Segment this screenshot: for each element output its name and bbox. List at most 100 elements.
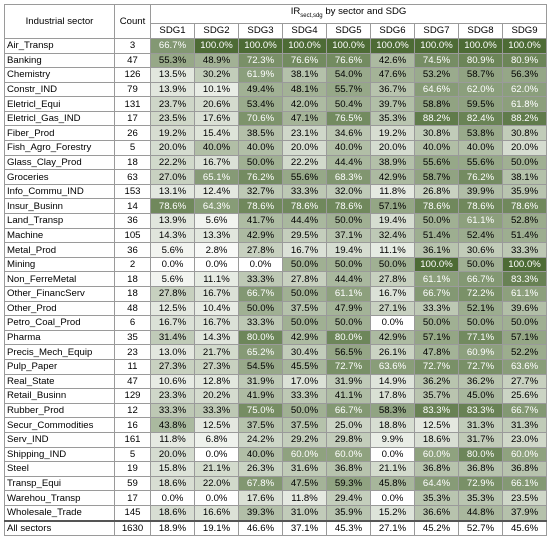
value-cell: 26.1%	[370, 344, 415, 360]
value-cell: 45.6%	[501, 519, 548, 536]
table-row: Eletricl_Equi 131 23.7% 20.6% 53.4% 42.0% 50.4…	[4, 96, 548, 112]
value-cell: 22.2%	[282, 154, 327, 171]
value-cell: 23.5%	[150, 110, 195, 127]
value-cell: 0.0%	[194, 490, 239, 506]
value-cell: 80.0%	[238, 329, 283, 346]
sector-cell: Other_FinancServ	[4, 286, 115, 302]
value-cell: 20.0%	[150, 140, 195, 156]
sector-cell: Real_State	[4, 373, 115, 390]
value-cell: 40.0%	[326, 140, 371, 156]
value-cell: 12.8%	[194, 373, 239, 390]
value-cell: 50.0%	[238, 154, 283, 171]
table-row: Other_FinancServ 18 27.8% 16.7% 66.7% 50.0% 61…	[4, 286, 548, 302]
value-cell: 18.8%	[370, 417, 415, 433]
value-cell: 32.0%	[326, 183, 371, 200]
value-cell: 30.8%	[414, 125, 459, 142]
value-cell: 10.4%	[194, 300, 239, 317]
value-cell: 60.0%	[414, 446, 459, 463]
table-row: Wholesale_Trade 145 18.6% 16.6% 39.3% 31.0% 35…	[4, 504, 548, 522]
value-cell: 22.2%	[150, 154, 195, 171]
value-cell: 50.0%	[282, 402, 327, 419]
value-cell: 52.7%	[458, 519, 503, 536]
value-cell: 13.9%	[150, 213, 195, 229]
sector-cell: Transp_Equi	[4, 475, 115, 492]
value-cell: 65.2%	[238, 344, 283, 360]
value-cell: 30.2%	[194, 67, 239, 83]
value-cell: 18.6%	[150, 504, 195, 522]
value-cell: 29.5%	[282, 227, 327, 244]
value-cell: 72.9%	[458, 475, 503, 492]
value-cell: 52.8%	[501, 213, 548, 229]
value-cell: 29.4%	[326, 490, 371, 506]
total-row: All sectors 1630 18.9% 19.1% 46.6% 37.1% 45.3%…	[4, 519, 548, 536]
sdg-column-header: SDG5	[326, 22, 371, 39]
value-cell: 68.3%	[326, 169, 371, 185]
value-cell: 21.7%	[194, 344, 239, 360]
value-cell: 39.7%	[370, 96, 415, 112]
value-cell: 27.8%	[238, 242, 283, 258]
value-cell: 78.6%	[414, 198, 459, 215]
value-cell: 27.3%	[194, 358, 239, 375]
count-cell: 2	[114, 256, 151, 273]
value-cell: 15.8%	[150, 461, 195, 477]
value-cell: 50.0%	[326, 256, 371, 273]
value-cell: 33.3%	[150, 402, 195, 419]
value-cell: 50.0%	[458, 256, 503, 273]
value-cell: 29.8%	[326, 431, 371, 448]
value-cell: 15.4%	[194, 125, 239, 142]
value-cell: 62.0%	[501, 81, 548, 98]
value-cell: 57.1%	[370, 198, 415, 215]
table-row: Banking 47 55.3% 48.9% 72.3% 76.6% 76.6% 42.6% 7…	[4, 52, 548, 69]
count-cell: 6	[114, 315, 151, 331]
sector-cell: Constr_IND	[4, 81, 115, 98]
count-cell: 35	[114, 329, 151, 346]
value-cell: 100.0%	[458, 37, 503, 54]
value-cell: 13.1%	[150, 183, 195, 200]
value-cell: 29.2%	[282, 431, 327, 448]
table-row: Pulp_Paper 11 27.3% 27.3% 54.5% 45.5% 72.7% 63.…	[4, 358, 548, 375]
count-cell: 17	[114, 490, 151, 506]
value-cell: 37.5%	[282, 417, 327, 433]
value-cell: 46.6%	[238, 519, 283, 536]
sector-cell: Other_Prod	[4, 300, 115, 317]
value-cell: 50.0%	[326, 315, 371, 331]
value-cell: 19.1%	[194, 519, 239, 536]
value-cell: 13.5%	[150, 67, 195, 83]
value-cell: 27.0%	[150, 169, 195, 185]
value-cell: 63.6%	[501, 358, 548, 375]
value-cell: 20.2%	[194, 388, 239, 404]
value-cell: 18.6%	[150, 475, 195, 492]
value-cell: 42.0%	[282, 96, 327, 112]
value-cell: 39.6%	[501, 300, 548, 317]
value-cell: 80.0%	[458, 446, 503, 463]
sdg-column-header: SDG6	[370, 22, 415, 39]
value-cell: 36.8%	[501, 461, 548, 477]
value-cell: 0.0%	[150, 490, 195, 506]
value-cell: 26.3%	[238, 461, 283, 477]
value-cell: 77.1%	[458, 329, 503, 346]
count-cell: 12	[114, 402, 151, 419]
sector-cell: Pulp_Paper	[4, 358, 115, 375]
table-row: Steel 19 15.8% 21.1% 26.3% 31.6% 36.8% 21.1% 36.…	[4, 461, 548, 477]
table-row: Serv_IND 161 11.8% 6.8% 24.2% 29.2% 29.8% 9.9% 1…	[4, 431, 548, 448]
sector-cell: Precis_Mech_Equip	[4, 344, 115, 360]
value-cell: 5.6%	[150, 242, 195, 258]
count-cell: 18	[114, 271, 151, 287]
value-cell: 0.0%	[194, 446, 239, 463]
value-cell: 66.7%	[326, 402, 371, 419]
value-cell: 21.1%	[370, 461, 415, 477]
value-cell: 35.3%	[370, 110, 415, 127]
sector-cell: Insur_Businn	[4, 198, 115, 215]
value-cell: 37.1%	[282, 519, 327, 536]
value-cell: 50.0%	[414, 213, 459, 229]
value-cell: 50.0%	[326, 213, 371, 229]
value-cell: 78.6%	[238, 198, 283, 215]
value-cell: 53.4%	[238, 96, 283, 112]
table-row: Eletricl_Gas_IND 17 23.5% 17.6% 70.6% 47.1% 76…	[4, 110, 548, 127]
value-cell: 19.2%	[370, 125, 415, 142]
value-cell: 33.3%	[238, 271, 283, 287]
sdg-column-header: SDG3	[238, 22, 283, 39]
table-row: Non_FerreMetal 18 5.6% 11.1% 33.3% 27.8% 44.4%…	[4, 271, 548, 287]
value-cell: 100.0%	[501, 37, 548, 54]
value-cell: 78.6%	[458, 198, 503, 215]
